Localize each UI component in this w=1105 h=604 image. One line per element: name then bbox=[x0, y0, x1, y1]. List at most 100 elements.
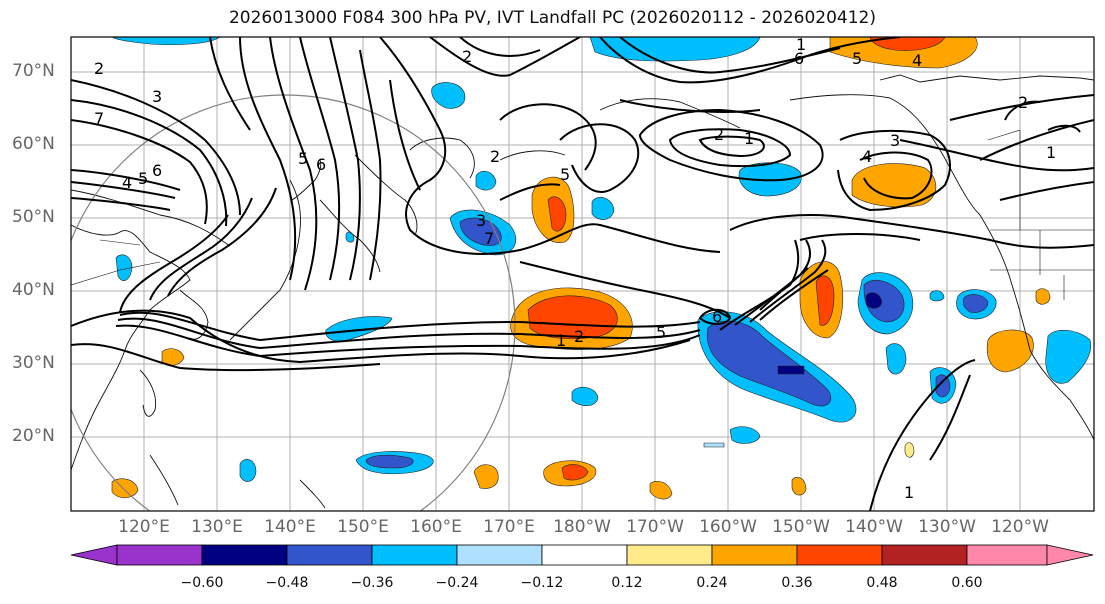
colorbar-swatch bbox=[881, 544, 968, 566]
lat-label: 60°N bbox=[12, 134, 55, 154]
shade-nw-negative bbox=[111, 37, 221, 46]
colorbar-tick-label: 0.24 bbox=[696, 575, 728, 591]
contour-label: 5 bbox=[560, 165, 570, 184]
colorbar-tick-label: 0.36 bbox=[781, 575, 813, 591]
lat-label: 20°N bbox=[12, 426, 55, 446]
colorbar-tick-label: −0.60 bbox=[180, 575, 224, 591]
contour-label: 4 bbox=[912, 51, 922, 70]
shade-arctic-negative bbox=[589, 37, 761, 62]
contour-label: 4 bbox=[862, 147, 872, 166]
map-title: 2026013000 F084 300 hPa PV, IVT Landfall… bbox=[228, 8, 876, 28]
contour-label: 1 bbox=[556, 331, 566, 350]
shade-eastpac-core bbox=[815, 275, 835, 326]
colorbar-tick-label: −0.12 bbox=[520, 575, 564, 591]
contour-label: 2 bbox=[1018, 93, 1028, 112]
shade-small-neg-6 bbox=[239, 459, 257, 482]
colorbar-swatch bbox=[116, 544, 203, 566]
shade-small-pos-3 bbox=[561, 464, 589, 481]
lon-label: 180°W bbox=[553, 517, 611, 537]
contour-label: 2 bbox=[462, 47, 472, 66]
shade-small-pos-7 bbox=[1035, 288, 1051, 305]
shade-kuroshio-core bbox=[527, 295, 618, 340]
contour-label: 3 bbox=[890, 131, 900, 150]
contour-label: 1 bbox=[796, 35, 806, 54]
lon-label: 160°W bbox=[699, 517, 757, 537]
colorbar-swatch bbox=[286, 544, 373, 566]
contour-label: 2 bbox=[94, 59, 104, 78]
contour-label: 5 bbox=[298, 149, 308, 168]
lon-label: 140°W bbox=[845, 517, 903, 537]
shade-small-pos-1 bbox=[473, 464, 499, 489]
contour-label: 5 bbox=[852, 49, 862, 68]
colorbar-swatch bbox=[456, 544, 543, 566]
colorbar-tick-label: −0.48 bbox=[265, 575, 309, 591]
colorbar bbox=[70, 544, 1094, 566]
colorbar-tick-label: 0.48 bbox=[866, 575, 898, 591]
contour-label: 1 bbox=[1046, 143, 1056, 162]
shade-central-negative-core bbox=[865, 292, 883, 309]
lat-label: 70°N bbox=[12, 61, 55, 81]
map-frame bbox=[70, 36, 1095, 512]
contour-labels: 2 3 7 6 4 5 6 5 2 2 3 7 5 1 2 5 6 1 2 1 … bbox=[94, 35, 1056, 502]
shade-central-negative-mid bbox=[863, 279, 905, 323]
domain-circle bbox=[71, 94, 516, 511]
colorbar-tick-label: 0.12 bbox=[611, 575, 643, 591]
political-borders bbox=[71, 129, 1094, 300]
shade-small-neg-15 bbox=[345, 231, 355, 243]
shade-small-neg-2 bbox=[591, 197, 615, 220]
shade-small-neg-12 bbox=[1045, 329, 1092, 384]
shade-eastpac-negative-mid bbox=[706, 320, 832, 407]
contour-label: 4 bbox=[122, 173, 132, 192]
shade-bering-core bbox=[547, 196, 567, 232]
colorbar-extend-low bbox=[70, 544, 118, 566]
shade-small-pos-8 bbox=[791, 477, 807, 496]
shade-gulf-alaska-positive bbox=[851, 163, 937, 208]
contour-label: 6 bbox=[794, 49, 804, 68]
lon-label: 130°E bbox=[191, 517, 243, 537]
lon-label: 170°E bbox=[483, 517, 535, 537]
lon-label: 150°W bbox=[772, 517, 830, 537]
lat-label: 40°N bbox=[12, 280, 55, 300]
lon-label: 130°W bbox=[918, 517, 976, 537]
lon-label: 140°E bbox=[264, 517, 316, 537]
shade-kamchatka-negative-mid bbox=[459, 217, 502, 246]
lat-label: 30°N bbox=[12, 353, 55, 373]
shade-small-neg-3 bbox=[115, 254, 133, 281]
contour-label: 1 bbox=[904, 483, 914, 502]
contour-label: 3 bbox=[152, 87, 162, 106]
shade-small-neg-14 bbox=[703, 442, 725, 448]
colorbar-tick-label: 0.60 bbox=[951, 575, 983, 591]
colorbar-swatch bbox=[541, 544, 628, 566]
shade-arctic-positive bbox=[829, 37, 978, 69]
shade-arctic-core bbox=[869, 37, 946, 51]
contour-label: 5 bbox=[656, 323, 666, 342]
contour-label: 5 bbox=[138, 169, 148, 188]
shade-eastpac-negative-core bbox=[777, 365, 805, 375]
contour-label: 1 bbox=[744, 129, 754, 148]
colorbar-tick-label: −0.24 bbox=[435, 575, 479, 591]
contour-label: 7 bbox=[484, 229, 494, 248]
shade-coast-positive bbox=[986, 329, 1034, 373]
shade-small-neg-1 bbox=[475, 170, 497, 191]
colorbar-swatch bbox=[201, 544, 288, 566]
colorbar-swatch bbox=[796, 544, 883, 566]
lon-label: 150°E bbox=[337, 517, 389, 537]
contour-label: 3 bbox=[476, 211, 486, 230]
lon-label: 120°W bbox=[991, 517, 1049, 537]
lon-label: 160°E bbox=[410, 517, 462, 537]
contour-label: 6 bbox=[316, 155, 326, 174]
shade-small-pos-9 bbox=[904, 442, 915, 458]
colorbar-swatch bbox=[711, 544, 798, 566]
contour-label: 2 bbox=[574, 327, 584, 346]
colorbar-swatch bbox=[626, 544, 713, 566]
contour-label: 6 bbox=[712, 307, 722, 326]
pv-contours bbox=[71, 37, 1094, 511]
ivt-shading bbox=[111, 37, 1092, 500]
shade-small-neg-13 bbox=[929, 290, 945, 302]
shade-small-neg-7 bbox=[571, 386, 599, 407]
shade-small-neg-11-core bbox=[962, 294, 989, 313]
colorbar-extend-high bbox=[1046, 544, 1094, 566]
shade-small-neg-5-core bbox=[365, 454, 414, 469]
contour-label: 6 bbox=[152, 161, 162, 180]
